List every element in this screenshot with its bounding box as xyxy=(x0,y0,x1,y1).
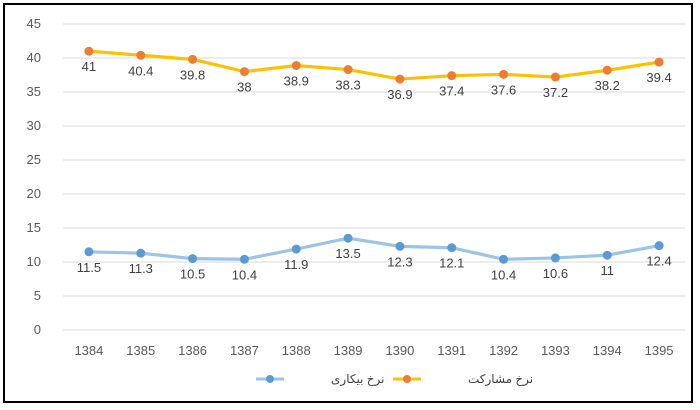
data-label: 13.5 xyxy=(335,246,360,261)
data-point xyxy=(84,46,94,56)
y-tick-label: 30 xyxy=(27,118,41,133)
x-axis: 1384 1385 1386 1387 1388 1389 1390 1391 1392 1393… xyxy=(74,343,673,358)
y-tick-label: 25 xyxy=(27,152,41,167)
data-label: 37.2 xyxy=(543,85,568,100)
data-label: 40.4 xyxy=(128,63,153,78)
chart-frame: 0 5 10 15 20 25 30 35 40 45 1384 1385 1386 1387 1388 1… xyxy=(3,3,693,403)
data-label: 39.4 xyxy=(646,70,671,85)
x-tick-label: 1385 xyxy=(126,343,155,358)
data-point xyxy=(239,254,249,264)
data-label: 11.3 xyxy=(129,261,153,276)
data-point xyxy=(395,241,405,251)
legend-label: نرخ بیکاری xyxy=(331,372,384,387)
data-point xyxy=(84,247,94,257)
y-axis: 0 5 10 15 20 25 30 35 40 45 xyxy=(27,16,41,337)
x-tick-label: 1388 xyxy=(282,343,311,358)
data-point xyxy=(291,60,301,70)
x-tick-label: 1392 xyxy=(489,343,518,358)
y-tick-label: 35 xyxy=(27,84,41,99)
data-point xyxy=(447,71,457,81)
x-tick-label: 1395 xyxy=(645,343,674,358)
data-label: 11.9 xyxy=(284,257,308,272)
data-label: 10.6 xyxy=(543,266,568,281)
series-line xyxy=(87,236,661,261)
data-label: 12.1 xyxy=(439,256,464,271)
data-point xyxy=(395,74,405,84)
data-point xyxy=(654,241,664,251)
legend-marker xyxy=(266,375,274,383)
data-point xyxy=(602,250,612,260)
legend-marker xyxy=(403,375,411,383)
x-tick-label: 1389 xyxy=(334,343,363,358)
data-point xyxy=(188,254,198,264)
data-point xyxy=(188,54,198,64)
series-line xyxy=(87,49,661,81)
data-point xyxy=(239,67,249,77)
x-tick-label: 1391 xyxy=(437,343,466,358)
data-label: 11.5 xyxy=(77,260,101,275)
x-tick-label: 1386 xyxy=(178,343,207,358)
data-point xyxy=(136,50,146,60)
data-label: 10.5 xyxy=(180,267,205,282)
data-point xyxy=(447,243,457,253)
y-tick-label: 5 xyxy=(34,288,41,303)
data-label: 11 xyxy=(601,263,615,278)
data-point xyxy=(499,254,509,264)
data-label: 41 xyxy=(82,59,96,74)
data-point xyxy=(499,69,509,79)
y-tick-label: 10 xyxy=(27,254,41,269)
x-tick-label: 1390 xyxy=(385,343,414,358)
data-label: 36.9 xyxy=(387,87,412,102)
data-label: 38.3 xyxy=(335,78,360,93)
data-label: 39.8 xyxy=(180,67,205,82)
gridlines xyxy=(63,23,685,331)
data-label: 10.4 xyxy=(232,267,257,282)
y-tick-label: 40 xyxy=(27,50,41,65)
x-tick-label: 1393 xyxy=(541,343,570,358)
data-label: 12.3 xyxy=(387,254,412,269)
legend-label: نرخ مشارکت xyxy=(468,372,533,387)
legend-item-0: نرخ مشارکت xyxy=(393,372,533,387)
data-point xyxy=(602,65,612,75)
data-label: 10.4 xyxy=(491,267,516,282)
y-tick-label: 45 xyxy=(27,16,41,31)
y-tick-label: 0 xyxy=(34,322,41,337)
series-0: 41 40.4 39.8 38 38.9 38.3 36.9 37.4 37.6 37.2 38.2… xyxy=(82,46,672,102)
data-label: 12.4 xyxy=(646,254,671,269)
data-point xyxy=(654,57,664,67)
legend: نرخ مشارکت نرخ بیکاری xyxy=(256,372,533,387)
data-point xyxy=(291,244,301,254)
y-tick-label: 20 xyxy=(27,186,41,201)
data-label: 37.6 xyxy=(491,82,516,97)
data-point xyxy=(550,72,560,82)
data-label: 38.2 xyxy=(595,78,620,93)
data-point xyxy=(550,253,560,263)
x-tick-label: 1394 xyxy=(593,343,622,358)
series-1: 11.5 11.3 10.5 10.4 11.9 13.5 12.3 12.1 10.4 10.6… xyxy=(77,233,672,282)
x-tick-label: 1387 xyxy=(230,343,259,358)
data-point xyxy=(136,248,146,258)
data-point xyxy=(343,233,353,243)
data-point xyxy=(343,65,353,75)
data-label: 38 xyxy=(237,80,251,95)
x-tick-label: 1384 xyxy=(74,343,103,358)
y-tick-label: 15 xyxy=(27,220,41,235)
data-label: 38.9 xyxy=(284,73,309,88)
legend-item-1: نرخ بیکاری xyxy=(256,372,384,387)
series-group: 41 40.4 39.8 38 38.9 38.3 36.9 37.4 37.6 37.2 38.2… xyxy=(77,46,672,282)
data-label: 37.4 xyxy=(439,84,464,99)
